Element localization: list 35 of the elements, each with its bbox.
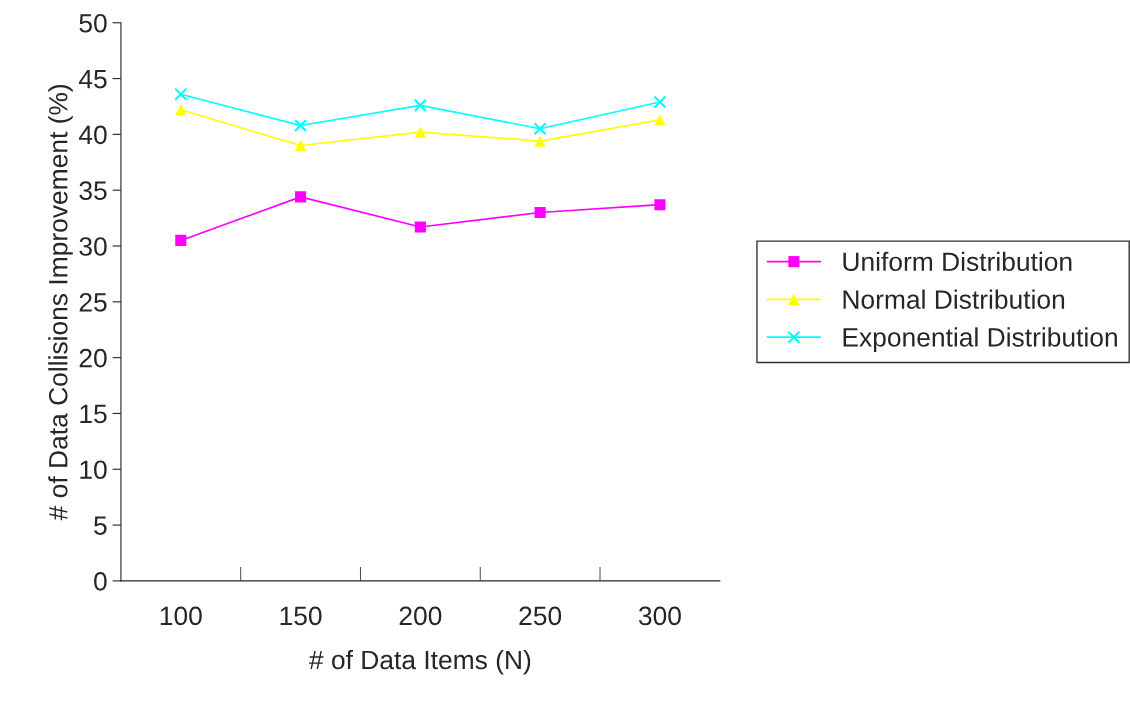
x-tick-label: 200 [399, 606, 442, 626]
point [533, 122, 547, 136]
y-tick-label: 30 [79, 237, 107, 256]
y-tick-label: 15 [80, 404, 107, 424]
x-tick-label: 250 [519, 606, 562, 626]
x-axis-title: # of Data Items (N) [309, 649, 531, 675]
point [295, 191, 307, 203]
legend-label: Normal Distribution [843, 289, 1065, 309]
point [293, 118, 308, 133]
y-tick-label: 10 [80, 460, 107, 480]
legend-label: Exponential Distribution [843, 327, 1117, 352]
x-tick-label: 150 [280, 606, 322, 626]
x-tick-label: 100 [160, 606, 202, 626]
point [534, 206, 546, 219]
legend-label: Uniform Distribution [843, 251, 1072, 272]
y-axis-title: # of Data Collisions Improvement (%) [48, 84, 73, 521]
point [654, 199, 666, 211]
y-tick-label: 45 [78, 69, 107, 89]
point [534, 135, 546, 147]
y-tick-label: 25 [79, 292, 107, 312]
point [654, 114, 666, 126]
y-tick-label: 0 [94, 572, 107, 591]
point [414, 126, 426, 138]
y-tick-label: 50 [79, 13, 107, 33]
point [174, 87, 188, 101]
y-tick-label: 20 [79, 348, 107, 368]
point [653, 95, 667, 109]
y-tick-label: 35 [79, 181, 107, 201]
point [295, 139, 307, 152]
y-tick-label: 5 [94, 516, 107, 535]
point [414, 221, 426, 233]
point [175, 234, 187, 246]
y-tick-label: 40 [78, 125, 107, 145]
point [413, 98, 427, 112]
x-tick-label: 300 [638, 606, 681, 626]
